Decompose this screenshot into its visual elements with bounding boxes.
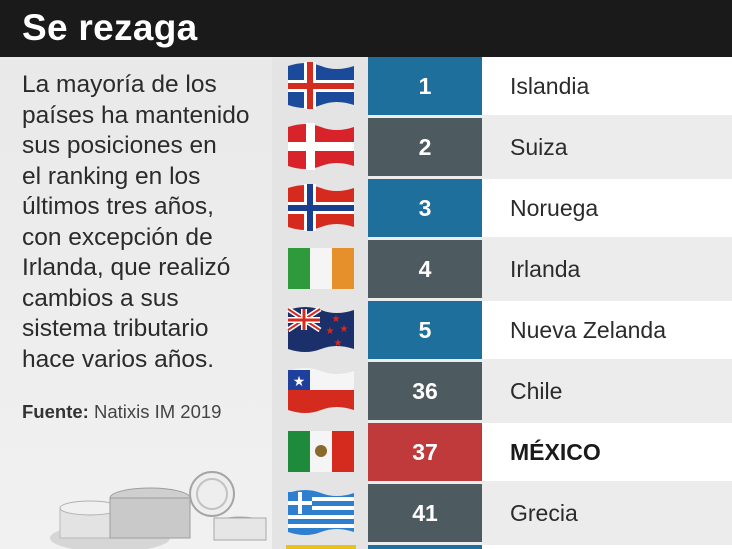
greece-flag-icon — [288, 490, 354, 535]
country-name: Suiza — [482, 118, 732, 176]
rank-number: 36 — [368, 362, 482, 420]
header-bar: Se rezaga — [0, 0, 732, 57]
iceland-flag-icon — [288, 62, 354, 109]
rank-number: 37 — [368, 423, 482, 481]
rank-number: 41 — [368, 484, 482, 542]
description-line: el ranking en los — [22, 162, 201, 190]
country-name: Noruega — [482, 179, 732, 237]
ranking-row-highlight: 37 MÉXICO — [272, 423, 732, 481]
rank-number: 2 — [368, 118, 482, 176]
country-name: Islandia — [482, 57, 732, 115]
left-panel — [0, 57, 272, 549]
source-note: Fuente: Natixis IM 2019 — [22, 401, 221, 423]
svg-text:★: ★ — [334, 338, 343, 349]
description-line: sistema tributario — [22, 315, 209, 342]
country-name: MÉXICO — [482, 423, 732, 481]
ranking-row: 41 Grecia — [272, 484, 732, 542]
ranking-row: 1 Islandia — [272, 57, 732, 115]
svg-text:★: ★ — [293, 373, 306, 389]
ranking-row: ★ 36 Chile — [272, 362, 732, 420]
description-line: sus posiciones en — [22, 132, 217, 159]
rank-number: 4 — [368, 240, 482, 298]
description-line: países ha mantenido — [22, 101, 250, 129]
mexico-flag-icon — [288, 431, 354, 472]
svg-text:★: ★ — [340, 324, 349, 335]
description-line: cambios a sus — [22, 284, 179, 312]
description-line: con excepción de — [22, 223, 213, 251]
ireland-flag-icon — [288, 248, 354, 289]
denmark-style-flag-icon — [288, 123, 354, 170]
ranking-row: 4 Irlanda — [272, 240, 732, 298]
country-name: Chile — [482, 362, 732, 420]
rank-number: 1 — [368, 57, 482, 115]
ranking-row: ★ ★ ★ ★ 5 Nueva Zelanda — [272, 301, 732, 359]
source-label: Fuente: — [22, 401, 89, 422]
partial-flag-icon — [286, 545, 356, 549]
description-text: La mayoría de los países ha mantenido su… — [22, 70, 272, 375]
norway-flag-icon — [288, 184, 354, 231]
new-zealand-flag-icon: ★ ★ ★ ★ — [286, 306, 354, 352]
country-name: Irlanda — [482, 240, 732, 298]
coins-illustration — [50, 471, 267, 549]
ranking-row: 3 Noruega — [272, 179, 732, 237]
svg-text:★: ★ — [326, 326, 335, 337]
svg-text:★: ★ — [332, 314, 341, 325]
source-value: Natixis IM 2019 — [93, 401, 222, 422]
country-name: Nueva Zelanda — [482, 301, 732, 359]
description-line: últimos tres años, — [22, 193, 214, 220]
ranking-row-partial — [272, 545, 732, 549]
description-line: Irlanda, que realizó — [22, 254, 231, 281]
description-line: La mayoría de los — [22, 71, 217, 98]
rank-number: 3 — [368, 179, 482, 237]
rank-number: 5 — [368, 301, 482, 359]
partial-rank-cell — [368, 545, 482, 549]
partial-name-cell — [482, 545, 732, 549]
ranking-row: 2 Suiza — [272, 118, 732, 176]
description-line: hace varios años. — [22, 345, 215, 373]
page-title: Se rezaga — [22, 7, 198, 48]
country-name: Grecia — [482, 484, 732, 542]
chile-flag-icon: ★ — [288, 368, 354, 413]
